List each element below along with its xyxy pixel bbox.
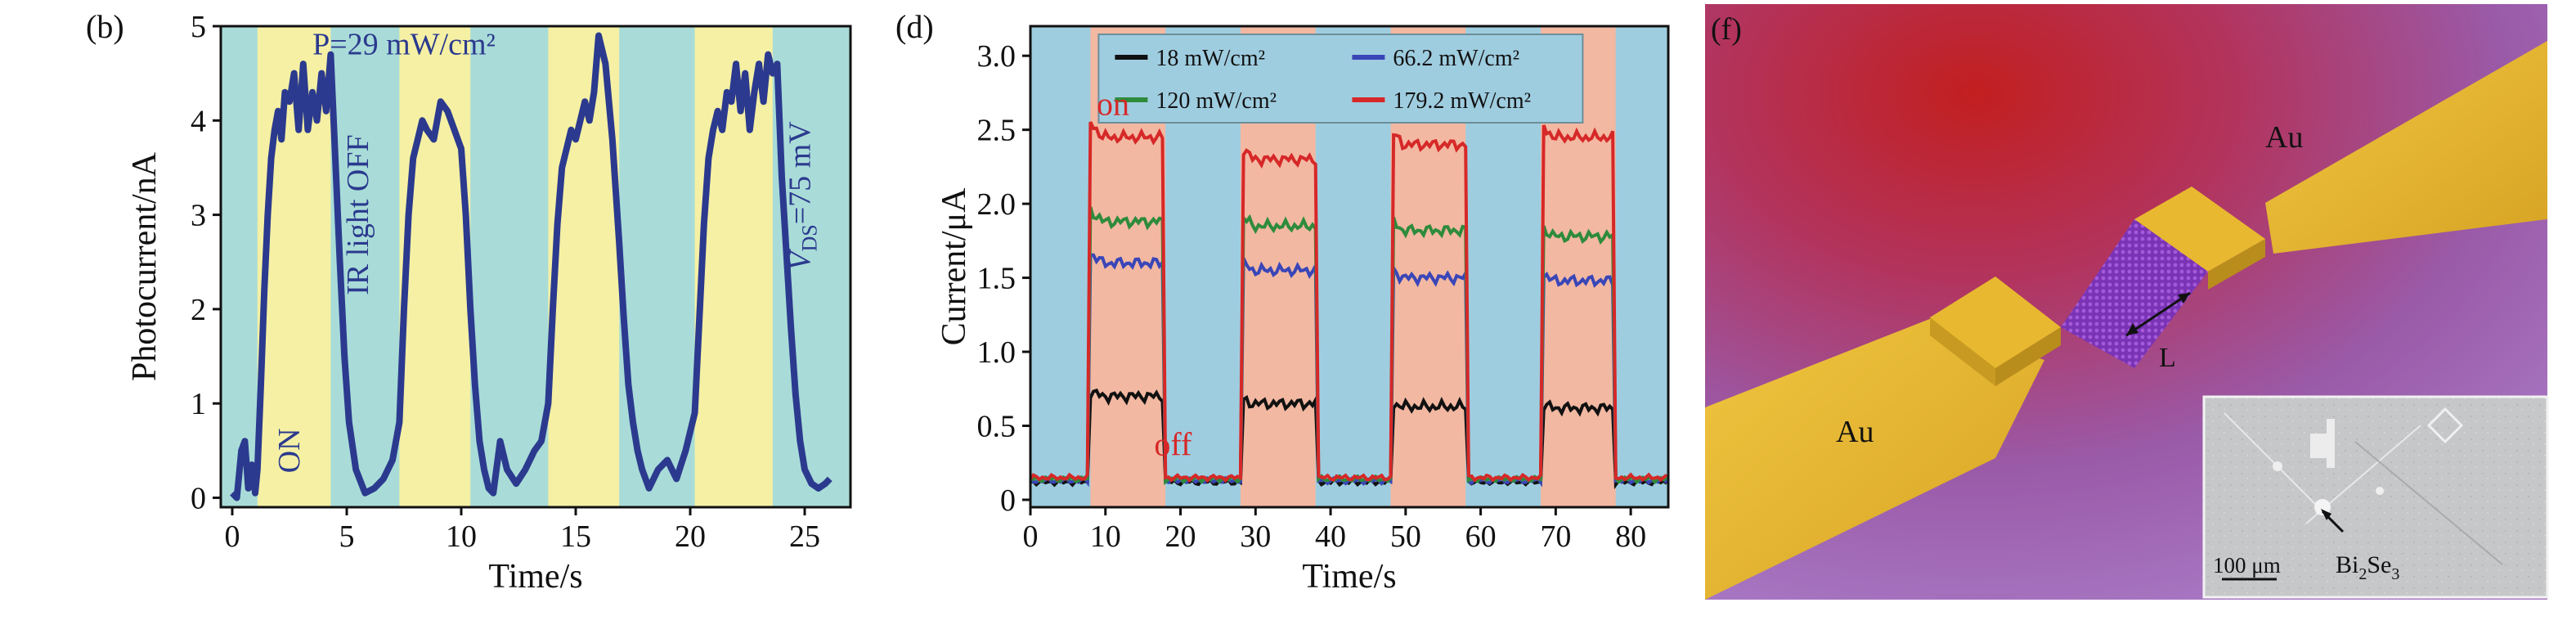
chart-d-annotation-on: on — [1097, 86, 1129, 123]
chart-d-xtick-label: 60 — [1465, 519, 1497, 554]
chart-b-series-line — [230, 32, 832, 501]
chart-b-ytick-label: 5 — [191, 10, 206, 44]
chart-d-xtick-label: 70 — [1540, 519, 1571, 554]
scale-bar-label: 100 μm — [2213, 553, 2281, 578]
chart-b-band-on — [399, 26, 471, 507]
chart-d-xtick-label: 50 — [1390, 519, 1421, 554]
chart-b-annotation-power: P=29 mW/cm² — [312, 28, 496, 62]
chart-d-xtick-label: 20 — [1165, 519, 1196, 554]
bi2se3-label: Bi2Se3 — [2336, 551, 2399, 583]
bi2se3-flake — [2061, 219, 2208, 368]
chart-d-xtick-label: 10 — [1090, 519, 1121, 554]
chart-d-legend-label: 66.2 mW/cm² — [1393, 46, 1519, 71]
chart-d-panel-label: (d) — [895, 8, 934, 45]
chart-d-legend: 18 mW/cm² 66.2 mW/cm² 120 mW/cm² 179.2 mW/c… — [1097, 34, 1584, 124]
chart-b-ytick-label: 2 — [191, 293, 206, 327]
chart-b-ytick-label: 4 — [191, 104, 206, 138]
electrode-top-right — [2265, 41, 2547, 254]
chart-b-ylabel: Photocurrent/nA — [126, 151, 164, 381]
electrode-pad-right — [2134, 187, 2265, 272]
chart-b-xtick-label: 25 — [789, 519, 820, 554]
label-au-top: Au — [2265, 120, 2303, 155]
chart-b-xtick-label: 5 — [339, 519, 355, 554]
chart-d-ytick-label: 3.0 — [977, 39, 1016, 74]
chart-d-legend-label: 179.2 mW/cm² — [1393, 88, 1531, 114]
chart-d-xtick-label: 0 — [1023, 519, 1039, 554]
label-au-bottom: Au — [1836, 415, 1874, 449]
chart-d-xtick-label: 40 — [1315, 519, 1346, 554]
electrode-pad-left — [1930, 277, 2061, 368]
chart-b-xtick-label: 20 — [675, 519, 706, 554]
chart-b-xtick-label: 15 — [560, 519, 591, 554]
chart-b-band-on — [694, 26, 773, 507]
chart-b-svg: 0 5 10 15 20 25 0 1 2 3 4 5 Time/s Photocurrent/nA (b)… — [86, 8, 852, 596]
device-illustration: L Au Au (f) 100 μm Bi2Se3 — [1705, 4, 2549, 600]
chart-d-ytick-label: 2.0 — [977, 187, 1016, 222]
chart-d-xtick-label: 80 — [1615, 519, 1646, 554]
chart-b-ytick-label: 3 — [191, 199, 206, 233]
chart-d-ytick-label: 1.0 — [977, 335, 1016, 370]
chart-d-annotation-off: off — [1154, 426, 1192, 463]
chart-b-ytick-label: 0 — [191, 481, 206, 515]
chart-d-legend-label: 120 mW/cm² — [1156, 88, 1277, 114]
chart-d-ytick-label: 0.5 — [977, 409, 1016, 443]
chart-b-xlabel: Time/s — [488, 558, 582, 596]
chart-d-ylabel: Current/μA — [936, 187, 973, 345]
chart-d-series-line — [1029, 121, 1668, 483]
panel-d: 0 10 20 30 40 50 60 70 80 0 0.5 1.0 1.5 2.0 2.5 3.0 Time… — [883, 0, 1701, 630]
chart-b-xtick-label: 10 — [446, 519, 477, 554]
chart-d-series-line — [1030, 388, 1668, 490]
chart-d-xtick-label: 30 — [1240, 519, 1271, 554]
chart-b-frame — [219, 25, 852, 509]
label-L: L — [2159, 343, 2176, 373]
chart-d-ytick-label: 2.5 — [977, 114, 1016, 148]
panel-label-f: (f) — [1711, 12, 1742, 47]
panel-f: L Au Au (f) 100 μm Bi2Se3 — [1701, 0, 2576, 630]
electrode-bottom-left — [1705, 309, 2044, 600]
chart-b-ytick-label: 1 — [191, 387, 206, 421]
chart-d-xlabel: Time/s — [1302, 558, 1396, 596]
chart-d-legend-label: 18 mW/cm² — [1156, 46, 1265, 71]
chart-d-frame — [1029, 25, 1670, 509]
chart-d-svg: 0 10 20 30 40 50 60 70 80 0 0.5 1.0 1.5 2.0 2.5 3.0 Time… — [895, 8, 1670, 596]
chart-d-ytick-label: 1.5 — [977, 262, 1016, 296]
chart-b-annotation-ir-off: IR light OFF — [341, 134, 375, 295]
length-arrow — [2125, 291, 2191, 337]
sem-inset: 100 μm Bi2Se3 — [2202, 395, 2549, 599]
chart-b-annotation-vds: VDS=75 mV — [783, 121, 821, 271]
chart-d-legend-box — [1097, 34, 1584, 124]
panel-b: 0 5 10 15 20 25 0 1 2 3 4 5 Time/s Photocurrent/nA (b)… — [0, 0, 867, 630]
chart-b-panel-label: (b) — [86, 8, 124, 45]
chart-b-annotation-on: ON — [272, 428, 307, 473]
chart-d-ytick-label: 0 — [1000, 483, 1016, 518]
chart-b-xtick-label: 0 — [225, 519, 240, 554]
